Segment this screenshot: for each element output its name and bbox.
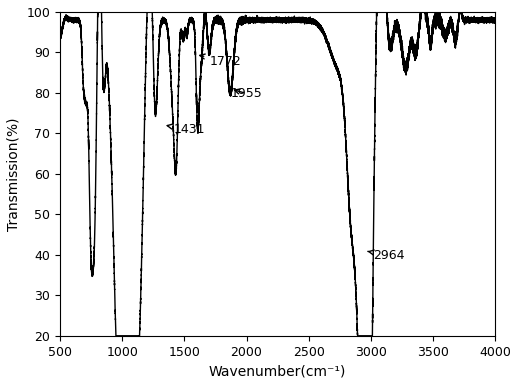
X-axis label: Wavenumber(cm⁻¹): Wavenumber(cm⁻¹) xyxy=(209,364,347,378)
Text: 1431: 1431 xyxy=(167,123,205,136)
Text: 1772: 1772 xyxy=(200,54,241,67)
Text: 2964: 2964 xyxy=(368,249,405,262)
Y-axis label: Transmission(%): Transmission(%) xyxy=(7,117,21,231)
Text: 1955: 1955 xyxy=(231,87,262,100)
